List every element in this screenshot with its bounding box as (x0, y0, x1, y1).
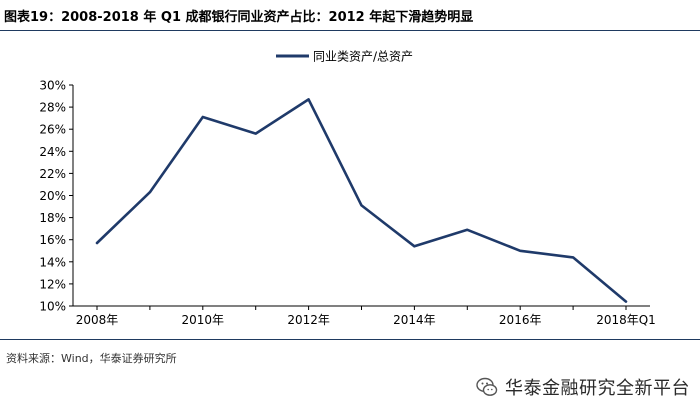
y-tick-label: 28% (39, 101, 66, 115)
y-tick-label: 22% (39, 167, 66, 181)
watermark: 华泰金融研究全新平台 (475, 370, 690, 404)
y-tick-label: 24% (39, 145, 66, 159)
x-tick-label: 2014年 (393, 313, 436, 327)
watermark-text: 华泰金融研究全新平台 (505, 378, 690, 399)
x-tick-label: 2016年 (499, 313, 542, 327)
y-tick-label: 18% (39, 211, 66, 225)
legend-label: 同业类资产/总资产 (313, 50, 413, 64)
source-note: 资料来源：Wind，华泰证券研究所 (6, 352, 177, 365)
page-title: 图表19：2008-2018 年 Q1 成都银行同业资产占比：2012 年起下滑… (4, 10, 474, 25)
y-tick-label: 14% (39, 255, 66, 269)
footer-divider (0, 339, 700, 340)
wechat-icon (476, 377, 498, 396)
x-tick-label: 2012年 (287, 313, 330, 327)
x-tick-label: 2010年 (182, 313, 225, 327)
y-tick-label: 10% (39, 300, 66, 314)
line-chart: 同业类资产/总资产 10% 12% 14% 16% 18% 20% 22% 24% 26% 28% 3… (39, 50, 656, 328)
x-tick-label: 2008年 (76, 313, 119, 327)
y-tick-label: 30% (39, 79, 66, 93)
y-tick-label: 16% (39, 233, 66, 247)
y-tick-label: 20% (39, 189, 66, 203)
y-tick-label: 26% (39, 123, 66, 137)
y-tick-label: 12% (39, 277, 66, 291)
series-line (95, 98, 628, 303)
x-tick-label: 2018年Q1 (596, 313, 656, 327)
title-bar: 图表19：2008-2018 年 Q1 成都银行同业资产占比：2012 年起下滑… (0, 0, 700, 31)
